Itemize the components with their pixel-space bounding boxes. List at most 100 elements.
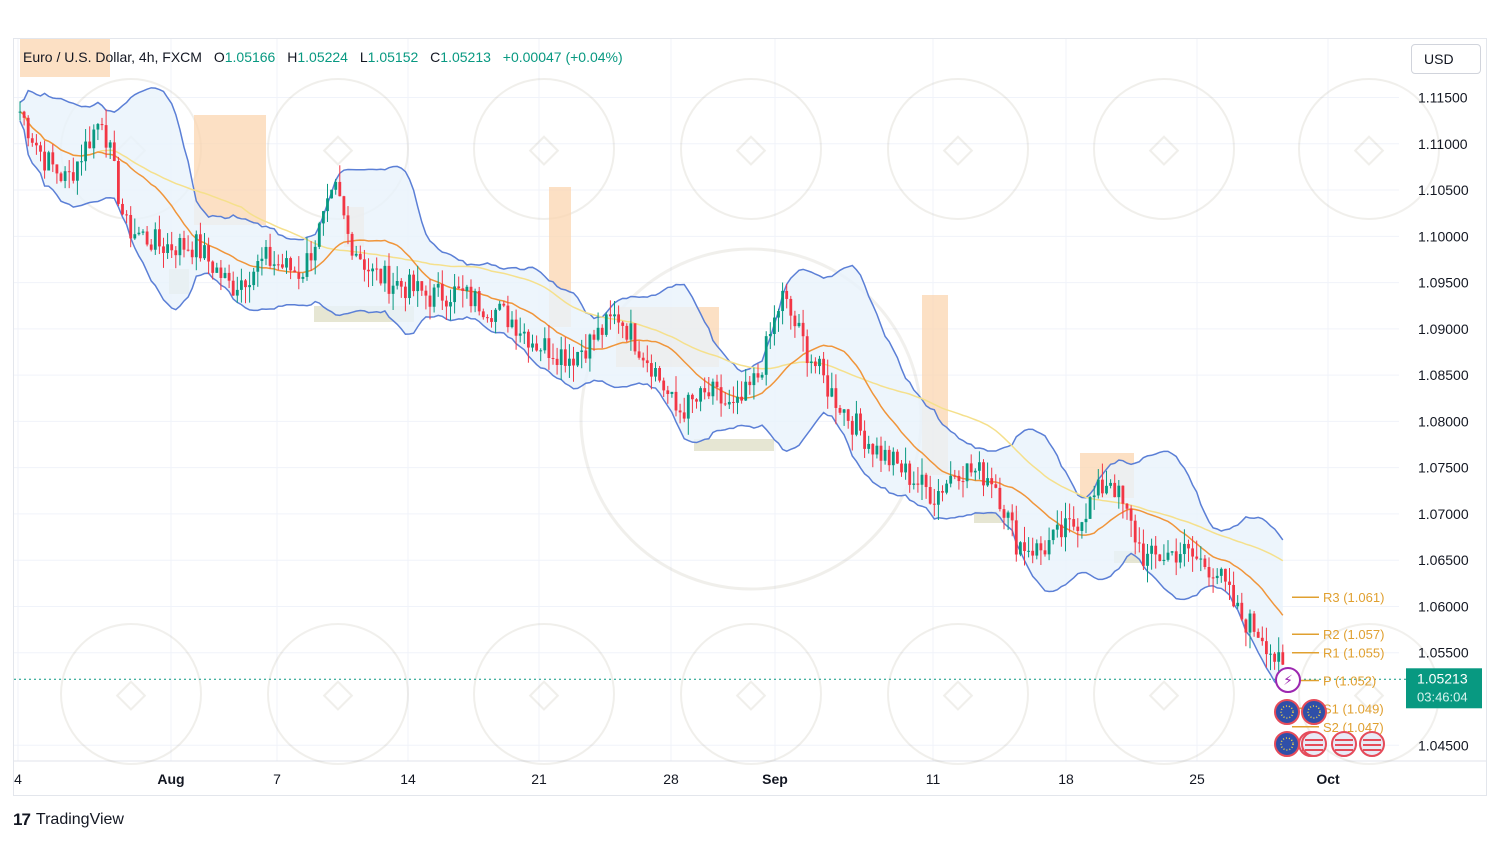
candle: [662, 380, 666, 391]
candle: [1170, 551, 1174, 553]
candle: [982, 462, 985, 486]
bollinger-band-fill: [20, 87, 1283, 691]
candle: [170, 244, 174, 251]
candle: [39, 145, 42, 152]
candle: [313, 246, 317, 261]
watermark-circle: [1093, 78, 1235, 220]
candle: [695, 399, 698, 402]
watermark: ◇◇◇◇◇◇◇◇◇◇◇◇◇◇: [60, 78, 1440, 765]
candle: [281, 264, 284, 268]
flash-glyph: ⚡: [1283, 673, 1293, 689]
watermark-logo-icon: ◇: [323, 670, 354, 715]
x-axis: 4 Aug 7 14 21 28 Sep 11 18 25 Oct: [14, 771, 1340, 787]
candle: [1101, 479, 1104, 494]
candle: [149, 244, 153, 250]
candle: [719, 387, 723, 404]
x-tick-label: 18: [1058, 771, 1074, 787]
flag-stripe: [1335, 744, 1353, 746]
candle: [158, 229, 161, 247]
candle: [1203, 558, 1207, 567]
candle: [617, 314, 620, 323]
candle: [592, 334, 596, 340]
flag-stripe: [1335, 739, 1353, 741]
watermark-logo-icon: ◇: [943, 670, 974, 715]
candle: [108, 142, 112, 148]
x-tick-label: 21: [531, 771, 547, 787]
y-tick-label: 1.11500: [1418, 90, 1468, 106]
candle: [1080, 522, 1084, 531]
candle: [18, 111, 22, 113]
candle: [568, 358, 571, 366]
candle: [953, 475, 957, 477]
candle: [92, 129, 96, 149]
candle: [379, 268, 383, 284]
candle: [342, 196, 346, 216]
flag-stripe: [1305, 744, 1323, 746]
candle: [1265, 641, 1268, 655]
candle: [543, 338, 547, 351]
candle: [522, 331, 526, 334]
candle: [781, 290, 784, 312]
event-icons: ⚡: [1274, 667, 1385, 757]
candle: [1240, 602, 1244, 620]
candle: [334, 181, 338, 190]
candle: [580, 350, 584, 352]
open-value: 1.05166: [224, 49, 276, 65]
y-tick-label: 1.10000: [1418, 228, 1469, 244]
y-tick-label: 1.08000: [1418, 413, 1469, 429]
y-tick-label: 1.09500: [1418, 275, 1469, 291]
candle: [326, 198, 329, 212]
candle: [88, 141, 92, 149]
demand-zone: [694, 439, 774, 451]
candle: [629, 323, 633, 340]
candle: [383, 265, 387, 284]
candle: [494, 309, 497, 322]
candle: [809, 361, 813, 364]
candle: [428, 295, 432, 307]
candle: [1158, 554, 1162, 562]
currency-button[interactable]: USD: [1411, 44, 1481, 74]
candle: [650, 363, 653, 377]
candle: [621, 322, 625, 326]
eu-flag-icon-circle: [1274, 731, 1300, 757]
watermark-circle: [473, 623, 615, 765]
candle: [264, 246, 268, 259]
price-chart[interactable]: ◇◇◇◇◇◇◇◇◇◇◇◇◇◇R3 (1.061)R2 (1.057)R1 (1.…: [14, 39, 1486, 795]
us-flag-icon: [1301, 731, 1327, 757]
candle: [510, 319, 514, 328]
candle: [1113, 482, 1117, 498]
candle: [461, 288, 465, 291]
candle: [1154, 545, 1158, 555]
grid-lines: [14, 39, 1399, 761]
candle: [137, 232, 141, 235]
candle: [932, 503, 936, 505]
candle: [481, 311, 485, 318]
candle: [309, 253, 313, 261]
chart-frame[interactable]: ◇◇◇◇◇◇◇◇◇◇◇◇◇◇R3 (1.061)R2 (1.057)R1 (1.…: [13, 38, 1487, 796]
candle: [645, 360, 649, 364]
watermark-circle: [887, 78, 1029, 220]
candle: [1142, 543, 1145, 566]
watermark-circle: [60, 623, 202, 765]
candle: [1150, 545, 1153, 554]
candle: [1137, 542, 1141, 544]
low-label: L: [359, 49, 368, 65]
candle: [473, 291, 477, 307]
high-value: 1.05224: [297, 49, 348, 65]
symbol-title[interactable]: Euro / U.S. Dollar, 4h, FXCM: [23, 49, 202, 65]
tradingview-brand[interactable]: 17 TradingView: [13, 810, 124, 830]
candle: [1162, 559, 1166, 562]
candle: [752, 373, 756, 386]
candle: [1215, 575, 1219, 579]
y-axis: 1.11500 1.11000 1.10500 1.10000 1.09500 1.090…: [1418, 90, 1469, 754]
candle: [1121, 485, 1125, 504]
candle: [51, 152, 55, 165]
candle: [22, 111, 26, 118]
candle: [1047, 540, 1051, 555]
candle: [641, 357, 645, 361]
candle: [957, 475, 961, 482]
candle: [1228, 581, 1231, 585]
candle: [1002, 509, 1006, 518]
us-flag-icon: [1331, 731, 1357, 757]
price-tag-countdown: 03:46:04: [1417, 689, 1468, 704]
